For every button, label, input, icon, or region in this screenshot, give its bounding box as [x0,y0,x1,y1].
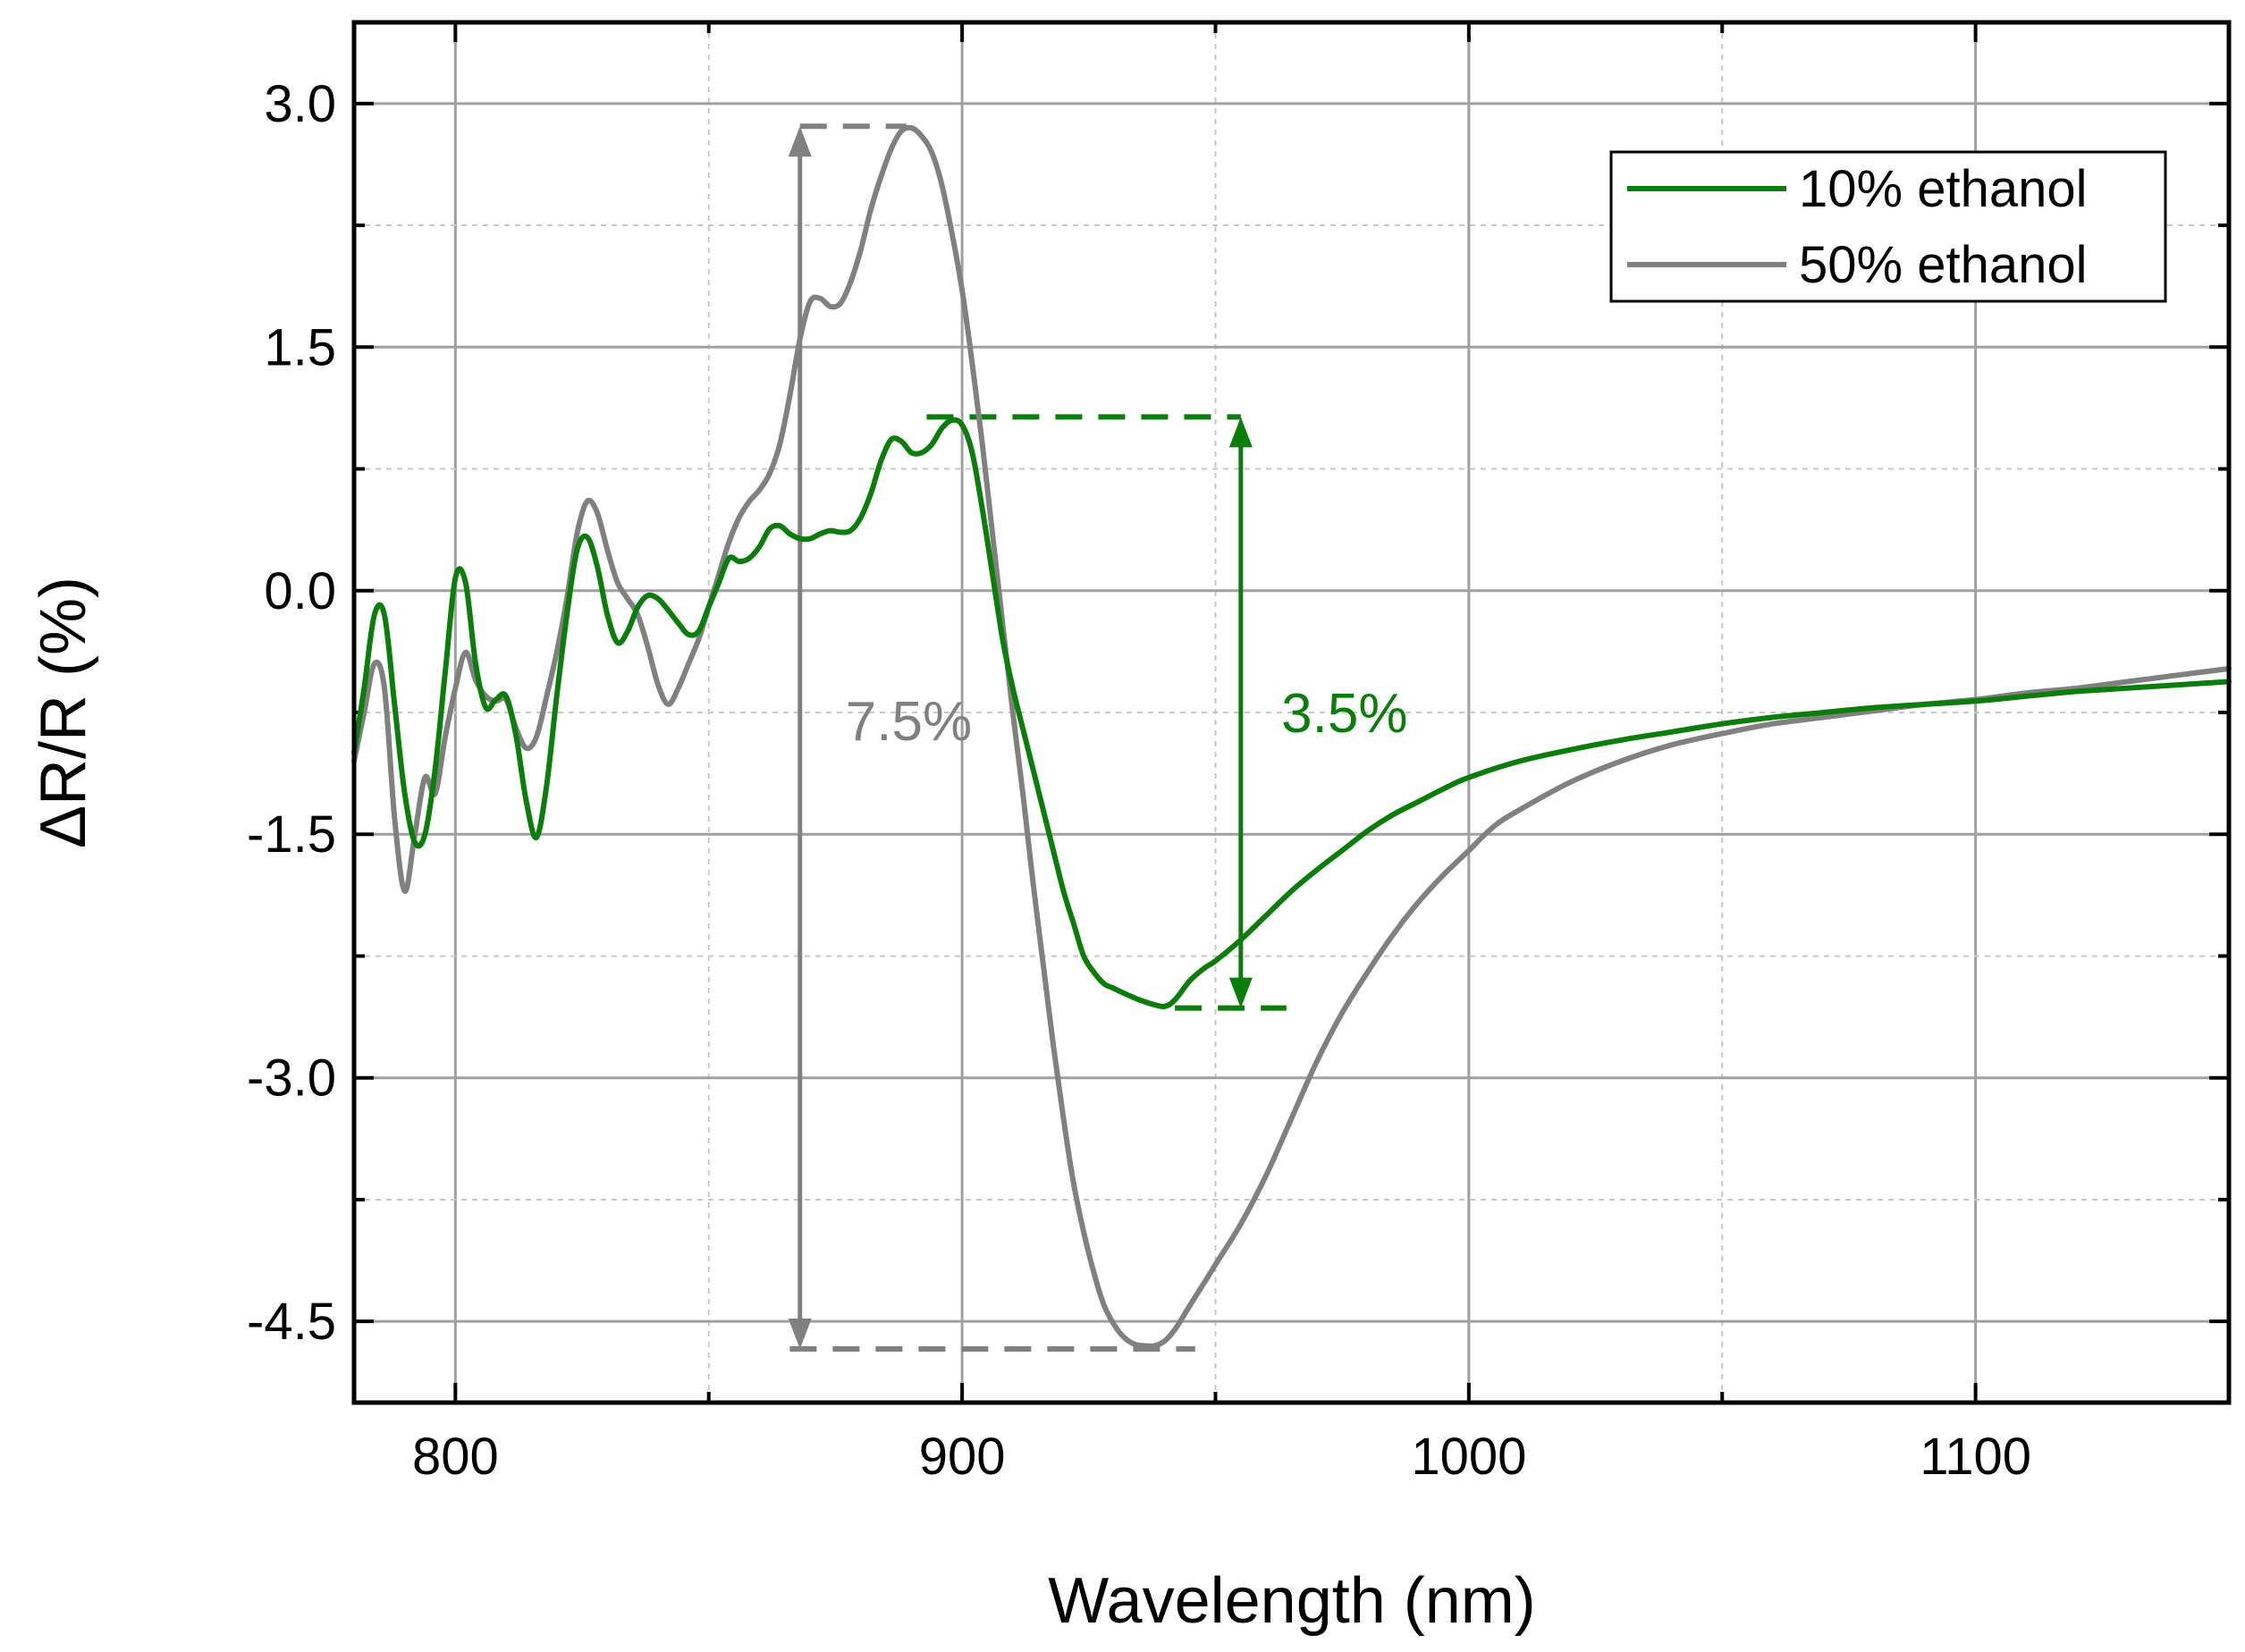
y-tick-label: 1.5 [264,318,336,376]
legend: 10% ethanol 50% ethanol [1609,150,2167,303]
y-tick-label: -4.5 [247,1293,336,1351]
legend-box [1609,150,2167,303]
x-tick-label: 1000 [1411,1428,1526,1486]
x-axis-title: Wavelength (nm) [1048,1565,1536,1637]
annotation-arrowhead-up-3-5pct [1228,417,1253,448]
legend-label-50-ethanol: 50% ethanol [1799,236,2087,294]
series-line-10-ethanol [351,417,2232,1010]
annotation-arrowhead-up-7-5pct [788,126,812,157]
x-tick-labels: 800 900 1000 1100 [412,1428,2031,1486]
series-line-50-ethanol [351,124,2232,1349]
plot-frame [351,20,2232,1405]
x-tick-label: 900 [919,1428,1006,1486]
y-tick-label: -3.0 [247,1049,336,1108]
legend-label-10-ethanol: 10% ethanol [1799,160,2087,218]
annotation-arrowhead-down-7-5pct [788,1319,812,1350]
data-series [351,124,2232,1349]
annotation-label-3-5pct: 3.5% [1281,683,1407,745]
grid [354,22,2229,1403]
annotation-label-7-5pct: 7.5% [846,691,972,753]
y-tick-label: 3.0 [264,75,336,133]
x-tick-label: 1100 [1920,1428,2031,1486]
y-tick-label: 0.0 [264,562,336,620]
y-axis-title: ΔR/R (%) [28,577,99,848]
x-tick-label: 800 [412,1428,499,1486]
annotations: 7.5% 3.5% [788,123,1407,1353]
y-tick-labels: 3.0 1.5 0.0 -1.5 -3.0 -4.5 [247,75,336,1351]
y-tick-label: -1.5 [247,805,336,864]
annotation-arrowhead-down-3-5pct [1228,977,1253,1008]
